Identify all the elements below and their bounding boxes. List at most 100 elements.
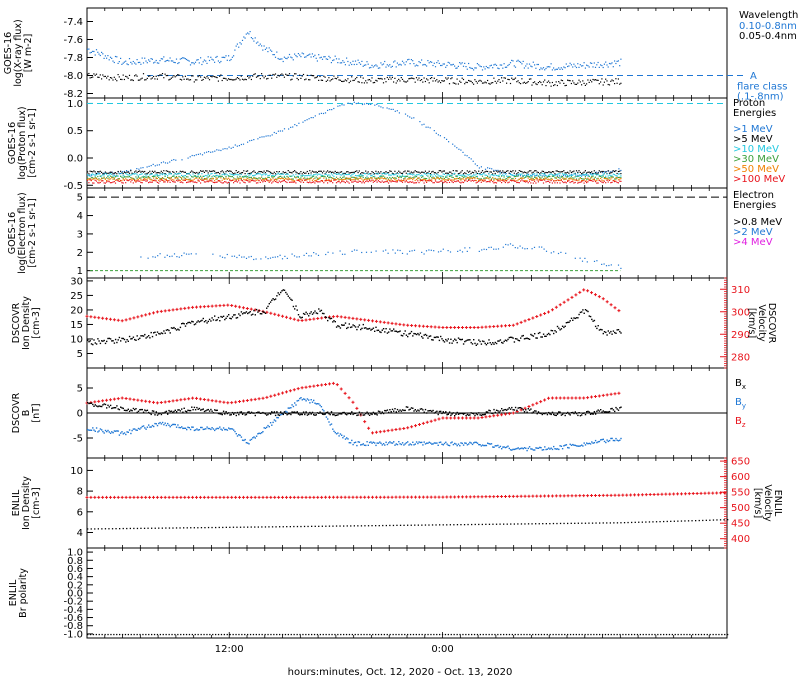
data-point xyxy=(403,444,405,446)
data-point xyxy=(160,162,162,164)
data-point xyxy=(132,79,134,82)
panel-frame xyxy=(86,7,728,99)
data-point xyxy=(565,182,567,184)
data-point xyxy=(136,59,138,61)
data-point xyxy=(327,319,329,322)
data-point xyxy=(618,168,620,170)
data-point xyxy=(404,176,406,178)
data-point xyxy=(112,340,114,342)
data-point xyxy=(461,174,463,176)
data-point xyxy=(234,304,238,308)
data-point xyxy=(447,172,449,174)
data-point xyxy=(441,416,445,420)
data-point xyxy=(509,243,512,245)
data-point xyxy=(132,60,134,63)
data-point xyxy=(481,340,484,342)
legend-title: Electron xyxy=(733,190,774,201)
data-point xyxy=(459,181,461,183)
data-point xyxy=(478,180,480,183)
data-point xyxy=(319,177,321,179)
data-point xyxy=(509,336,512,338)
data-point xyxy=(390,178,392,180)
data-point xyxy=(325,253,327,256)
data-point xyxy=(304,120,306,122)
data-point xyxy=(216,177,218,179)
data-point xyxy=(419,180,421,182)
data-point xyxy=(523,177,525,179)
data-point xyxy=(381,177,383,179)
data-point xyxy=(329,175,331,177)
data-point xyxy=(203,321,206,323)
data-point xyxy=(87,179,89,181)
data-point xyxy=(590,291,594,295)
data-point xyxy=(167,175,169,177)
data-point xyxy=(410,177,412,179)
data-point xyxy=(211,317,213,319)
series-by xyxy=(87,397,622,452)
data-point xyxy=(94,430,96,432)
data-point xyxy=(192,176,194,178)
data-point xyxy=(509,173,512,176)
data-point xyxy=(398,179,400,181)
data-point xyxy=(356,328,358,331)
data-point xyxy=(128,429,131,431)
data-point xyxy=(401,60,404,62)
data-point xyxy=(459,62,461,64)
data-point xyxy=(381,180,383,182)
data-point xyxy=(142,175,145,177)
flare-class-label: A xyxy=(750,71,757,82)
panel-frame xyxy=(86,547,728,639)
data-point xyxy=(253,177,255,179)
data-point xyxy=(388,442,390,444)
data-point xyxy=(612,173,614,175)
data-point xyxy=(261,176,263,178)
data-point xyxy=(321,79,324,81)
data-point xyxy=(544,174,546,176)
data-point xyxy=(404,175,406,177)
data-point xyxy=(139,428,141,430)
data-point xyxy=(401,175,404,177)
data-point xyxy=(253,309,255,312)
data-point xyxy=(282,180,284,182)
data-point xyxy=(384,331,386,333)
data-point xyxy=(126,339,128,341)
data-point xyxy=(581,180,583,182)
data-point xyxy=(376,173,378,175)
data-point xyxy=(271,182,273,184)
data-point xyxy=(99,342,102,345)
data-point xyxy=(564,181,566,183)
data-point xyxy=(365,251,368,253)
data-point xyxy=(330,180,332,182)
data-point xyxy=(290,298,292,301)
data-point xyxy=(126,63,128,65)
data-point xyxy=(108,431,110,433)
data-point xyxy=(534,175,536,177)
data-point xyxy=(568,65,570,67)
data-point xyxy=(164,332,166,334)
data-point xyxy=(583,182,585,184)
data-point xyxy=(517,59,519,61)
data-point xyxy=(414,179,416,182)
data-point xyxy=(469,173,471,176)
data-point xyxy=(522,172,524,174)
data-point xyxy=(509,176,512,178)
data-point xyxy=(238,145,240,147)
data-point xyxy=(193,172,195,174)
data-point xyxy=(545,177,547,179)
data-point xyxy=(461,251,464,253)
data-point xyxy=(120,57,122,59)
data-point xyxy=(447,178,449,180)
data-point xyxy=(579,81,581,83)
data-point xyxy=(547,396,551,400)
data-point xyxy=(168,173,170,175)
data-point xyxy=(226,79,228,81)
data-point xyxy=(282,74,284,76)
data-point xyxy=(512,78,514,81)
data-point xyxy=(319,173,321,175)
data-point xyxy=(112,181,114,183)
data-point xyxy=(608,177,611,179)
data-point xyxy=(328,179,330,182)
data-point xyxy=(210,75,212,77)
data-point xyxy=(397,249,399,251)
